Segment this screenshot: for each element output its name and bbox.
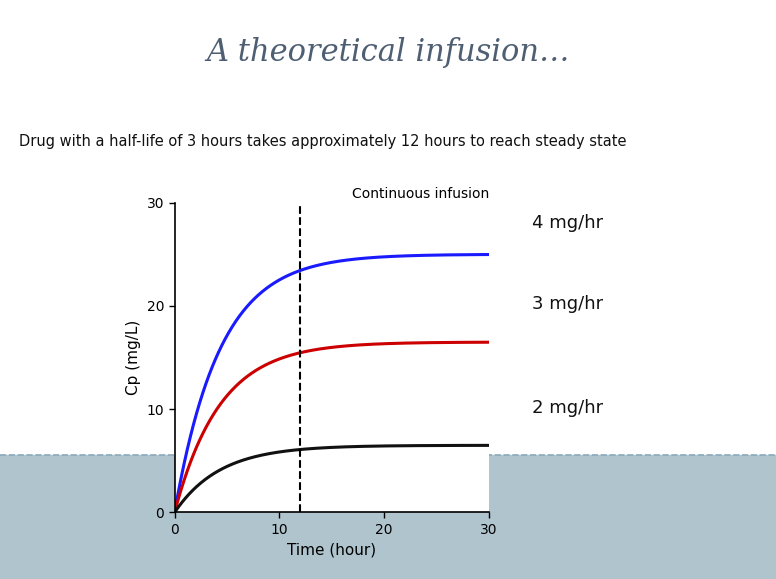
Text: Continuous infusion: Continuous infusion [352,188,489,201]
Text: 4 mg/hr: 4 mg/hr [532,214,603,232]
Bar [0,0,776,455]
Bar [0,455,776,579]
Text: Drug with a half-life of 3 hours takes approximately 12 hours to reach steady st: Drug with a half-life of 3 hours takes a… [19,134,627,149]
Y-axis label: Cp (mg/L): Cp (mg/L) [126,320,141,395]
X-axis label: Time (hour): Time (hour) [287,543,376,558]
Text: 2 mg/hr: 2 mg/hr [532,399,603,417]
Text: A theoretical infusion…: A theoretical infusion… [206,36,570,68]
Text: 3 mg/hr: 3 mg/hr [532,295,603,313]
